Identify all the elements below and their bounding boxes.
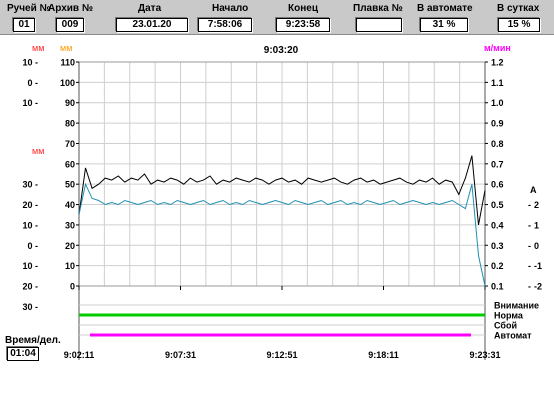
- left-inner-tick: 50: [65, 180, 75, 190]
- status-label: Норма: [494, 311, 524, 321]
- end-label: Конец: [288, 3, 318, 14]
- left-outer-tick: 10 -: [22, 261, 38, 271]
- right-tick: 0.4: [491, 220, 504, 230]
- right-inner-tick: 1: [534, 220, 539, 230]
- right-unit: м/мин: [484, 43, 511, 53]
- archive-label: Архив №: [48, 3, 93, 14]
- series-line-0: [78, 155, 486, 225]
- start-value: 7:58:06: [198, 18, 252, 32]
- right-inner-tick: -2: [534, 282, 542, 292]
- right-inner-tick: 0: [534, 241, 539, 251]
- left-outer-tick: 20 -: [22, 282, 38, 292]
- right-tick: 0.8: [491, 139, 504, 149]
- x-tick-label: 9:02:11: [64, 350, 95, 360]
- stream-label: Ручей №: [7, 3, 51, 14]
- auto-value: 31 %: [420, 18, 468, 32]
- status-label: Сбой: [494, 321, 517, 331]
- end-value: 9:23:58: [276, 18, 330, 32]
- left-inner-tick: 70: [65, 139, 75, 149]
- right-inner-dash: -: [528, 241, 531, 251]
- left-inner-tick: 110: [60, 58, 75, 68]
- x-tick-label: 9:23:31: [469, 350, 500, 360]
- time-per-division-value[interactable]: 01:04: [7, 347, 39, 361]
- right-inner-tick: 2: [534, 200, 539, 210]
- cursor-time: 9:03:20: [264, 45, 299, 56]
- left-inner-unit: мм: [60, 43, 72, 53]
- left-outer-tick: 20 -: [22, 200, 38, 210]
- x-tick-label: 9:07:31: [165, 350, 196, 360]
- left-outer-unit: мм: [32, 43, 44, 53]
- right-tick: 1.1: [491, 78, 504, 88]
- right-tick: 0.7: [491, 159, 504, 169]
- x-tick-label: 9:18:11: [368, 350, 399, 360]
- right-tick: 0.5: [491, 200, 504, 210]
- auto-label: В автомате: [417, 3, 473, 14]
- left-outer-tick: 10 -: [22, 58, 38, 68]
- right-tick: 0.9: [491, 119, 504, 129]
- left-inner-tick: 10: [65, 261, 75, 271]
- left-inner-tick: 60: [65, 159, 75, 169]
- heat-value: [356, 18, 402, 32]
- start-label: Начало: [212, 3, 249, 14]
- status-label: Автомат: [494, 331, 532, 341]
- daily-value: 15 %: [498, 18, 540, 32]
- right-tick: 1.0: [491, 98, 504, 108]
- right-tick: 1.2: [491, 58, 504, 68]
- right-inner-tick: -1: [534, 261, 542, 271]
- right-tick: 0.3: [491, 241, 504, 251]
- left-inner-tick: 20: [65, 241, 75, 251]
- right-inner-unit: А: [530, 185, 537, 195]
- right-tick: 0.6: [491, 180, 504, 190]
- right-inner-dash: -: [528, 282, 531, 292]
- right-tick: 0.1: [491, 282, 504, 292]
- left-outer-tick: 0 -: [27, 241, 38, 251]
- status-label: Внимание: [494, 301, 539, 311]
- daily-label: В сутках: [497, 3, 540, 14]
- right-tick: 0.2: [491, 261, 504, 271]
- x-tick-label: 9:12:51: [266, 350, 297, 360]
- right-inner-dash: -: [528, 220, 531, 230]
- header-bar: Ручей № 01 Архив № 009 Дата 23.01.20 Нач…: [0, 0, 554, 35]
- left-outer-tick: 30 -: [22, 302, 38, 312]
- left-inner-tick: 0: [70, 282, 75, 292]
- right-inner-dash: -: [528, 200, 531, 210]
- left-inner-tick: 90: [65, 98, 75, 108]
- stream-value: 01: [13, 18, 35, 32]
- left-inner-tick: 80: [65, 119, 75, 129]
- date-label: Дата: [138, 3, 162, 14]
- archive-value: 009: [56, 18, 84, 32]
- left-outer-tick: 10 -: [22, 220, 38, 230]
- left-outer-tick: 10 -: [22, 98, 38, 108]
- left-inner-tick: 100: [60, 78, 75, 88]
- date-value: 23.01.20: [116, 18, 188, 32]
- right-inner-dash: -: [528, 261, 531, 271]
- left-lower-unit: мм: [32, 146, 44, 156]
- heat-label: Плавка №: [353, 3, 403, 14]
- left-inner-tick: 30: [65, 220, 75, 230]
- left-outer-tick: 0 -: [27, 78, 38, 88]
- left-outer-tick: 30 -: [22, 180, 38, 190]
- series-line-1: [78, 182, 486, 287]
- time-per-division-label: Время/дел.: [5, 335, 61, 346]
- left-inner-tick: 40: [65, 200, 75, 210]
